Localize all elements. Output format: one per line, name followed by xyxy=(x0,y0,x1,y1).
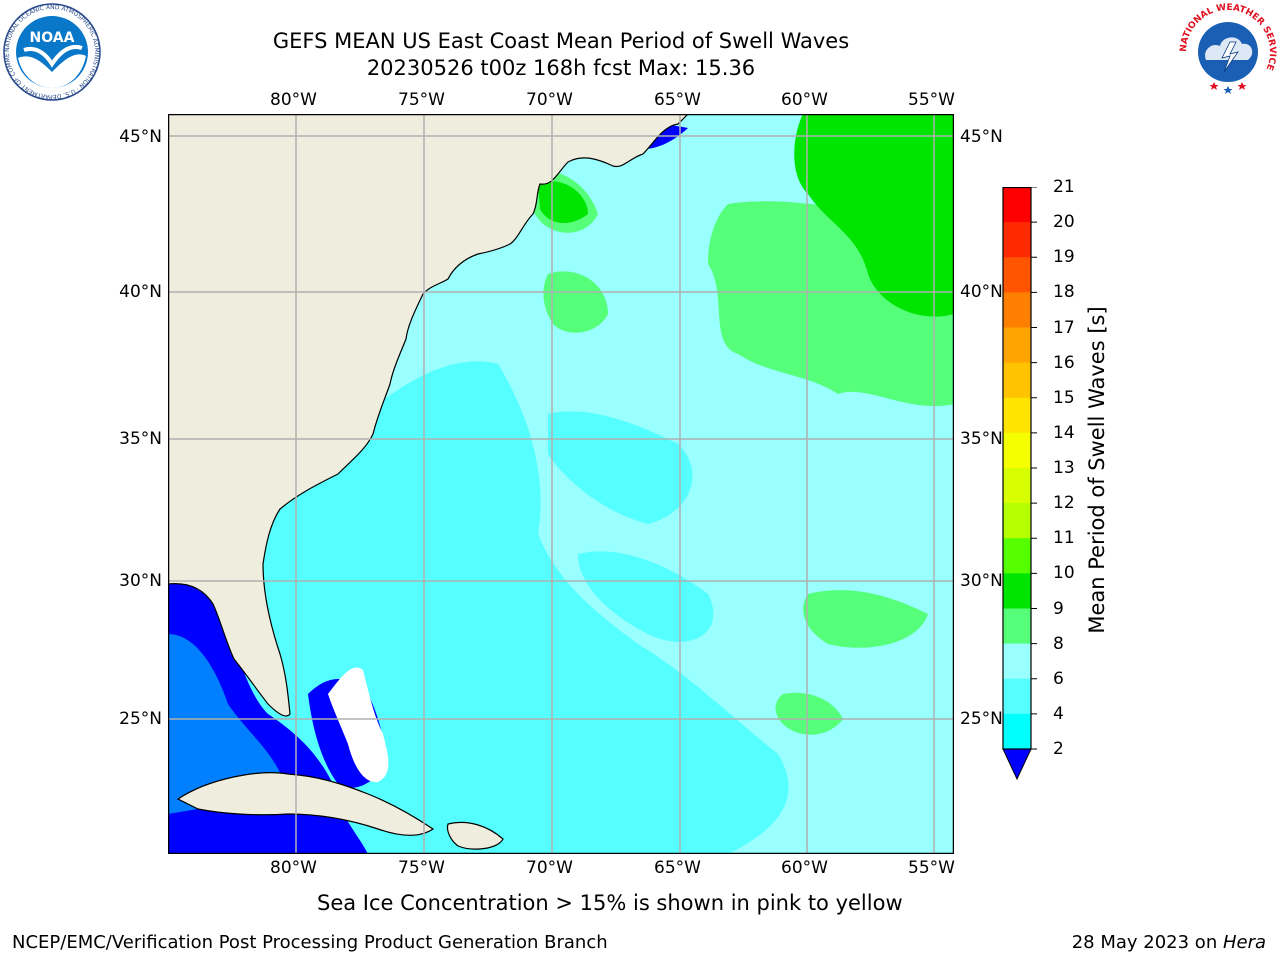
colorbar-tick-label: 18 xyxy=(1053,282,1075,303)
lat-label-right: 25°N xyxy=(960,709,1003,729)
lon-label-bottom: 60°W xyxy=(781,858,828,878)
noaa-logo: NATIONAL OCEANIC AND ATMOSPHERIC ADMINIS… xyxy=(2,2,101,101)
lat-label-right: 35°N xyxy=(960,429,1003,449)
lat-label-right: 40°N xyxy=(960,282,1003,302)
land-hispaniola xyxy=(446,821,504,850)
colorbar-tick-label: 16 xyxy=(1053,352,1075,373)
colorbar-tick-label: 11 xyxy=(1053,528,1075,549)
lat-label-right: 30°N xyxy=(960,571,1003,591)
colorbar-segment xyxy=(1003,573,1031,609)
sea-ice-note: Sea Ice Concentration > 15% is shown in … xyxy=(317,891,903,915)
colorbar-extend-triangle xyxy=(1002,748,1032,781)
lon-label-bottom: 55°W xyxy=(908,858,955,878)
swell-band-4-6 xyxy=(168,634,288,814)
colorbar-segment xyxy=(1003,643,1031,680)
colorbar-segment xyxy=(1003,468,1031,504)
colorbar-segment xyxy=(1003,538,1031,574)
colorbar-segment xyxy=(1003,327,1031,364)
lat-label-left: 25°N xyxy=(119,709,162,729)
colorbar-tick-label: 19 xyxy=(1053,247,1075,268)
colorbar-segment xyxy=(1003,257,1031,293)
lon-label-top: 80°W xyxy=(270,90,317,110)
colorbar-segment xyxy=(1003,187,1031,223)
swell-band-9-10 xyxy=(543,271,608,333)
colorbar-segment xyxy=(1003,222,1031,258)
lat-label-left: 35°N xyxy=(119,429,162,449)
footer-date: 28 May 2023 on Hera xyxy=(1072,932,1266,954)
footer-date-text: 28 May 2023 on xyxy=(1071,932,1223,953)
colorbar-segment xyxy=(1003,503,1031,539)
colorbar-tick-label: 20 xyxy=(1053,212,1075,233)
colorbar-tick-label: 8 xyxy=(1053,633,1064,654)
colorbar-segment xyxy=(1003,397,1031,434)
swell-band-10-11 xyxy=(794,114,954,317)
colorbar xyxy=(1002,187,1037,781)
lat-label-right: 45°N xyxy=(960,127,1003,147)
colorbar-tick-label: 6 xyxy=(1053,668,1064,689)
colorbar-tick-label: 21 xyxy=(1053,177,1075,197)
colorbar-tick-label: 17 xyxy=(1053,317,1075,338)
colorbar-segment xyxy=(1003,362,1031,399)
nws-logo: NATIONAL WEATHER SERVICE xyxy=(1179,3,1277,100)
colorbar-tick-label: 2 xyxy=(1053,739,1064,759)
colorbar-tick-label: 14 xyxy=(1053,422,1075,443)
footer-credit: NCEP/EMC/Verification Post Processing Pr… xyxy=(12,932,608,953)
colorbar-tick-label: 12 xyxy=(1053,493,1075,514)
swell-band-10-11 xyxy=(538,181,588,224)
lon-label-bottom: 70°W xyxy=(526,858,573,878)
lon-label-bottom: 65°W xyxy=(654,858,701,878)
lon-label-bottom: 80°W xyxy=(270,858,317,878)
lon-label-top: 65°W xyxy=(654,90,701,110)
map-gridlines xyxy=(168,114,954,854)
colorbar-tick-label: 13 xyxy=(1053,458,1075,478)
lon-label-top: 55°W xyxy=(908,90,955,110)
swell-band-9-10 xyxy=(775,692,843,735)
lat-label-left: 40°N xyxy=(119,282,162,302)
plot-subtitle: 20230526 t00z 168h fcst Max: 15.36 xyxy=(366,56,756,80)
swell-band-9-10 xyxy=(803,590,928,648)
plot-title: GEFS MEAN US East Coast Mean Period of S… xyxy=(272,29,850,53)
lon-label-top: 75°W xyxy=(398,90,445,110)
svg-text:NOAA: NOAA xyxy=(30,30,75,46)
colorbar-segment xyxy=(1003,292,1031,328)
colorbar-segment xyxy=(1003,713,1031,750)
bahamas-shallow xyxy=(328,667,389,783)
colorbar-segment xyxy=(1003,432,1031,469)
lon-label-top: 60°W xyxy=(781,90,828,110)
swell-period-map xyxy=(168,114,954,854)
land-cuba xyxy=(176,772,435,836)
colorbar-segment xyxy=(1003,678,1031,715)
colorbar-label: Mean Period of Swell Waves [s] xyxy=(1085,306,1109,634)
map-border xyxy=(168,114,954,854)
lat-label-left: 45°N xyxy=(119,127,162,147)
colorbar-tick-label: 10 xyxy=(1053,563,1075,584)
colorbar-tick-label: 15 xyxy=(1053,387,1075,408)
colorbar-segment xyxy=(1003,608,1031,645)
colorbar-tick-label: 4 xyxy=(1053,703,1064,724)
lat-label-left: 30°N xyxy=(119,571,162,591)
colorbar-tick-label: 9 xyxy=(1053,598,1064,619)
lon-label-top: 70°W xyxy=(526,90,573,110)
footer-machine: Hera xyxy=(1222,932,1266,953)
lon-label-bottom: 75°W xyxy=(398,858,445,878)
land-north-america xyxy=(168,114,689,717)
